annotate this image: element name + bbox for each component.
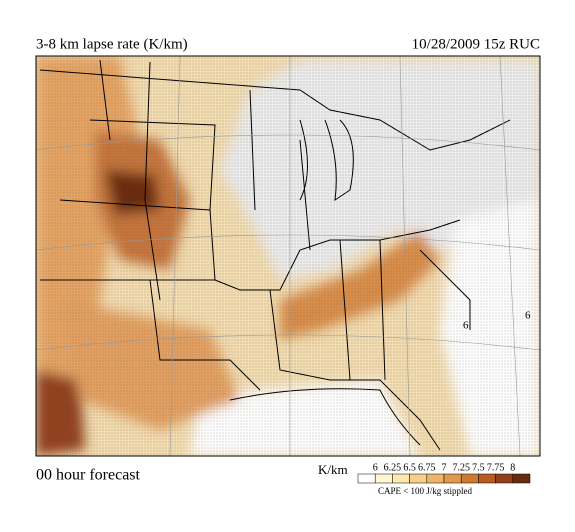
colorbar-swatch bbox=[443, 473, 462, 484]
colorbar-label: 7.25 bbox=[452, 462, 470, 473]
units: K/km bbox=[318, 462, 348, 477]
title: 3-8 km lapse rate (K/km) bbox=[36, 36, 188, 52]
map-frame bbox=[35, 55, 541, 457]
forecast-hour: 00 hour forecast bbox=[36, 467, 141, 484]
colorbar-label: 8 bbox=[510, 462, 515, 473]
colorbar-label: 6.75 bbox=[418, 462, 436, 473]
colorbar-swatch bbox=[512, 473, 531, 484]
contour-label: 6 bbox=[463, 320, 469, 332]
colorbar-swatch bbox=[460, 473, 479, 484]
colorbar-swatch bbox=[409, 473, 428, 484]
colorbar-swatch bbox=[426, 473, 445, 484]
colorbar-swatch bbox=[495, 473, 514, 484]
colorbar-swatch bbox=[478, 473, 496, 484]
colorbar-swatch bbox=[374, 473, 393, 484]
colorbar-label: 7.75 bbox=[487, 462, 505, 473]
colorbar-label: 7 bbox=[442, 462, 447, 473]
colorbar-swatch bbox=[392, 473, 410, 484]
colorbar-label: 6.5 bbox=[403, 462, 416, 473]
graticule bbox=[36, 56, 540, 456]
colorbar-label: 7.5 bbox=[472, 462, 485, 473]
contour-label: 6 bbox=[525, 310, 531, 322]
colorbar-swatch bbox=[357, 473, 376, 484]
boundaries bbox=[39, 59, 511, 451]
colorbar: 6 6.25 6.5 6.75 7 7.25 7.5 7.75 8 bbox=[357, 462, 531, 484]
colorbar-label: 6.25 bbox=[384, 462, 402, 473]
valid-time: 10/28/2009 15z RUC bbox=[412, 36, 540, 52]
colorbar-label: 6 bbox=[373, 462, 378, 473]
map: 6 6 bbox=[36, 56, 540, 456]
stipple-note: CAPE < 100 J/kg stippled bbox=[378, 486, 473, 496]
